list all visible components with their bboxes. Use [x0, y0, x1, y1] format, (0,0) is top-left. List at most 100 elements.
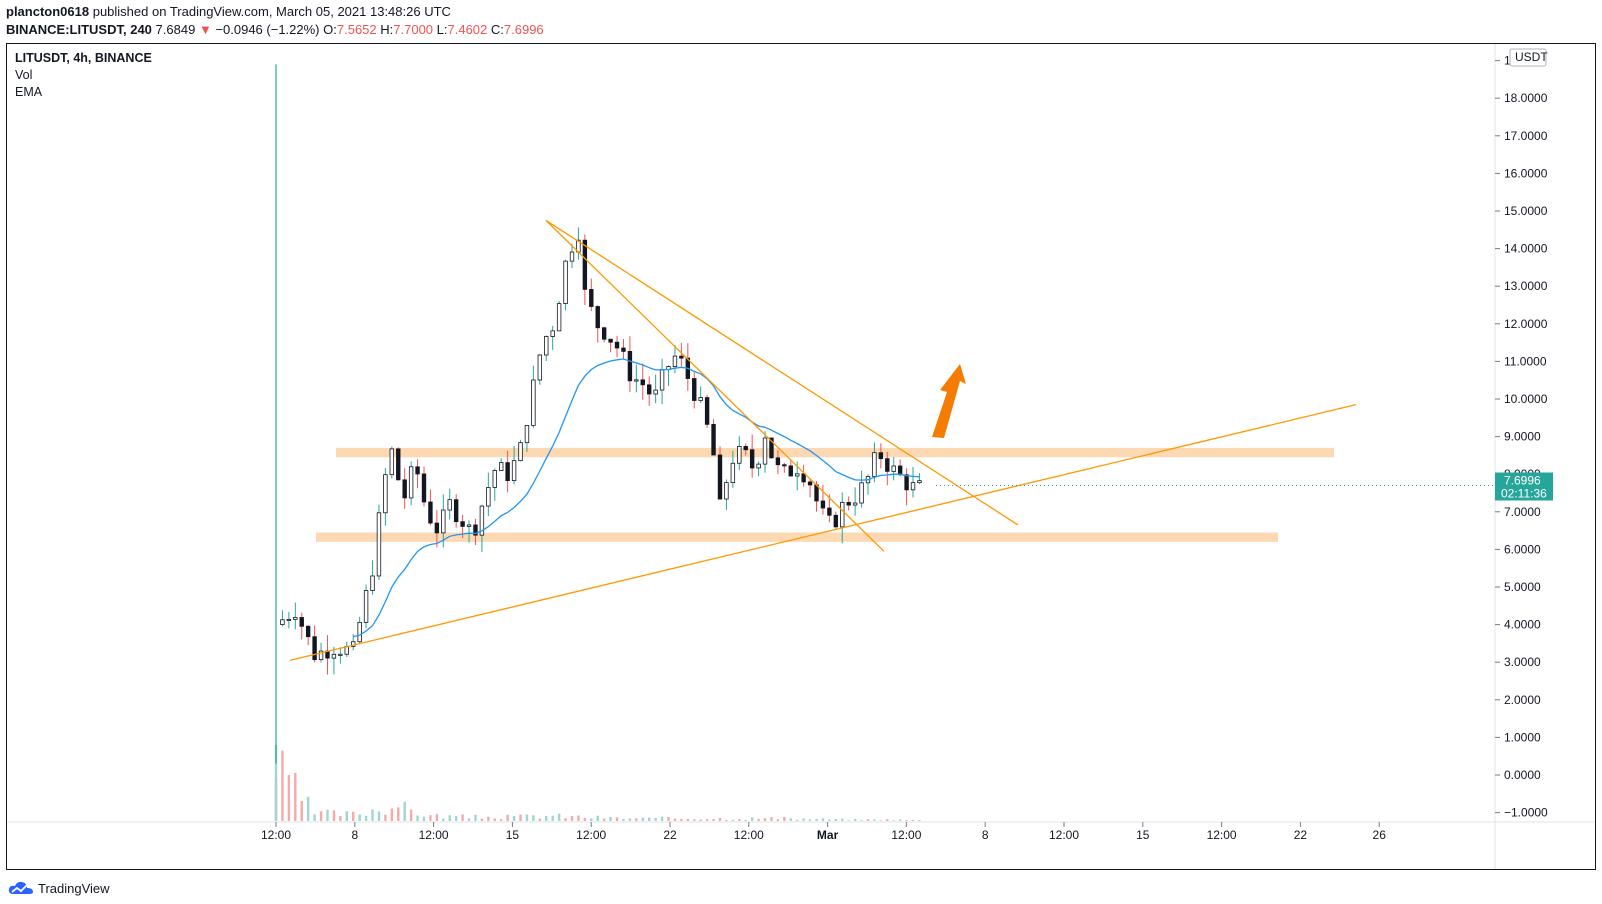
candle-body — [331, 653, 337, 659]
candle-body — [415, 466, 420, 475]
volume-bar — [384, 814, 387, 821]
legend-ema[interactable]: EMA — [15, 85, 43, 99]
candle-body — [788, 465, 793, 477]
time-tick-label: 26 — [1373, 828, 1387, 842]
candle-body — [692, 378, 697, 401]
price-tick-label: −1.0000 — [1504, 806, 1548, 820]
price-tick-label: 1.0000 — [1504, 730, 1541, 744]
price-tick-label: 0.0000 — [1504, 768, 1541, 782]
volume-bar — [750, 817, 754, 821]
volume-bar — [596, 815, 599, 821]
open-label: O: — [323, 22, 337, 37]
volume-bar — [828, 819, 831, 821]
open-value: 7.5652 — [336, 22, 377, 37]
candle-body — [383, 474, 388, 514]
tradingview-logo[interactable]: TradingView — [8, 880, 110, 896]
candle-body — [621, 347, 626, 352]
time-tick-label: 22 — [663, 828, 677, 842]
candle-body — [486, 487, 491, 507]
candle-body — [672, 355, 678, 367]
volume-bar — [776, 819, 780, 821]
volume-bar — [461, 814, 464, 821]
candle-body — [299, 617, 304, 627]
candle-body — [634, 379, 639, 382]
resistance-zone — [336, 447, 1334, 458]
candle-body — [280, 619, 285, 626]
time-tick-label: 15 — [506, 828, 520, 842]
symbol-ohlc-line: BINANCE:LITUSDT, 240 7.6849 ▼ −0.0946 (−… — [6, 22, 544, 37]
last-price-badge — [1495, 472, 1553, 501]
candle-body — [717, 454, 723, 500]
time-tick-label: 22 — [1294, 828, 1308, 842]
time-tick-label: 12:00 — [1049, 828, 1079, 842]
volume-bar — [294, 772, 297, 821]
candle-body — [402, 479, 407, 499]
candle-body — [428, 501, 433, 524]
volume-bar — [409, 809, 413, 821]
volume-bar — [802, 818, 805, 821]
volume-bar — [564, 818, 567, 821]
price-tick-label: 2.0000 — [1504, 693, 1541, 707]
volume-bar — [911, 819, 915, 821]
volume-bar — [789, 818, 792, 821]
candle-body — [859, 482, 864, 504]
volume-bar — [898, 819, 902, 821]
high-value: 7.7000 — [393, 22, 434, 37]
candle-body — [910, 482, 916, 491]
volume-bar — [725, 819, 728, 821]
legend-vol[interactable]: Vol — [15, 68, 33, 82]
candle-body — [305, 625, 311, 638]
chart-frame — [6, 43, 1596, 870]
candle-body — [569, 251, 575, 262]
candle-body — [492, 470, 497, 488]
volume-bar — [500, 819, 503, 821]
volume-bar — [319, 811, 323, 821]
volume-bar — [306, 796, 310, 821]
volume-bar — [287, 774, 291, 821]
volume-bar — [718, 817, 722, 821]
price-tick-label: 13.0000 — [1504, 279, 1548, 293]
time-tick-label: Mar — [817, 828, 839, 842]
candle-body — [376, 512, 382, 577]
candle-body — [293, 617, 298, 620]
volume-bar — [339, 816, 342, 821]
volume-bar — [641, 817, 644, 821]
candle-body — [807, 481, 813, 486]
candle-body — [453, 499, 459, 523]
price-change: −0.0946 (−1.22%) — [215, 22, 320, 37]
volume-bar — [860, 820, 863, 821]
candle-body — [505, 462, 510, 482]
volume-bar — [538, 818, 542, 821]
volume-bar — [680, 818, 683, 821]
last-price: 7.6849 — [155, 22, 196, 37]
candle-body — [820, 500, 826, 509]
volume-bar — [808, 819, 812, 821]
candle-body — [460, 521, 465, 527]
candle-body — [447, 499, 452, 511]
low-value: 7.4602 — [447, 22, 488, 37]
candle-body — [408, 466, 414, 499]
candle-body — [357, 621, 362, 643]
candle-body — [756, 463, 761, 469]
volume-bar — [699, 819, 702, 821]
candle-body — [318, 650, 324, 661]
volume-bar — [532, 815, 535, 821]
volume-bar — [886, 819, 889, 821]
volume-bar — [313, 814, 316, 821]
price-tick-label: 12.0000 — [1504, 317, 1548, 331]
volume-bar — [635, 818, 638, 821]
time-tick-label: 12:00 — [1207, 828, 1237, 842]
candle-body — [614, 341, 620, 349]
trend-lines — [289, 219, 1357, 661]
candle-body — [582, 239, 588, 290]
volume-bar — [416, 815, 419, 821]
author-name[interactable]: plancton0618 — [6, 4, 90, 19]
volume-bar — [693, 819, 696, 821]
price-tick-label: 7.0000 — [1504, 505, 1541, 519]
candle-body — [595, 306, 600, 329]
volume-bar — [841, 818, 844, 821]
candle-body — [679, 355, 684, 359]
volume-bar — [892, 820, 895, 821]
volume-bar — [487, 816, 490, 821]
